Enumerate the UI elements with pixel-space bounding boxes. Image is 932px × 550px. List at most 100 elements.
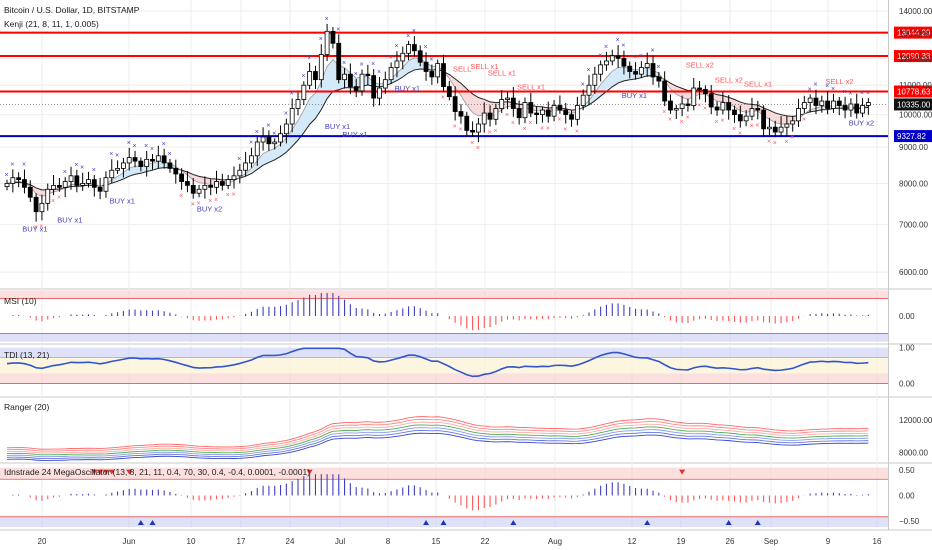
ranger-tick-label: 8000.00 — [899, 448, 928, 457]
megaoscillator-tick-label: 0.50 — [899, 466, 915, 475]
bearish-x-marker: × — [773, 140, 777, 147]
bullish-x-marker: × — [133, 143, 137, 150]
bullish-x-marker: × — [80, 165, 84, 172]
ranger-band-line — [6, 424, 869, 456]
ranger-band-line — [6, 430, 869, 460]
bullish-x-marker: × — [255, 129, 259, 136]
time-tick-label: 16 — [873, 537, 882, 546]
time-tick-label: 17 — [237, 537, 246, 546]
bear-candle — [487, 112, 493, 120]
bullish-x-marker: × — [831, 86, 835, 93]
bull-candle — [121, 162, 126, 169]
price-axis: 13044.29 12090.33 10778.63 9327.82 10335.00 6… — [894, 7, 932, 526]
msi-tick-label: 0.00 — [899, 312, 915, 321]
bullish-x-marker: × — [394, 43, 398, 50]
bullish-x-marker: × — [10, 161, 14, 168]
bear-candle — [167, 162, 173, 169]
bullish-x-marker: × — [633, 54, 637, 61]
bull-candle — [214, 181, 219, 188]
buy-signal-label: BUY x1 — [342, 130, 367, 139]
bull-candle — [604, 60, 609, 66]
bear-candle — [726, 102, 732, 111]
bullish-x-marker: × — [167, 151, 171, 158]
buy-signal-label: BUY x1 — [57, 215, 82, 224]
bear-candle — [27, 186, 33, 198]
bearish-x-marker: × — [493, 128, 497, 135]
bear-candle — [703, 89, 708, 95]
time-tick-label: 24 — [286, 537, 295, 546]
bull-candle — [574, 105, 580, 120]
bear-candle — [510, 97, 516, 109]
bull-candle — [540, 109, 545, 116]
bull-candle — [359, 73, 365, 92]
bear-candle — [97, 186, 103, 192]
bullish-x-marker: × — [651, 48, 655, 55]
bull-candle — [318, 54, 324, 81]
bull-candle — [522, 102, 528, 119]
buy-signal-label: BUY x2 — [197, 205, 222, 214]
bear-candle — [737, 114, 743, 122]
bullish-x-marker: × — [92, 167, 96, 174]
bull-candle — [586, 84, 592, 96]
buy-signal-label: BUY x1 — [22, 224, 47, 233]
bull-candle — [45, 188, 51, 204]
bull-candle — [68, 175, 74, 182]
ranger-band-line — [6, 416, 869, 450]
bear-candle — [16, 177, 22, 181]
bull-candle — [283, 123, 289, 135]
bear-candle — [441, 63, 446, 88]
ma-cloud-segment — [443, 71, 584, 117]
bull-candle — [831, 100, 836, 109]
bullish-x-marker: × — [74, 162, 78, 169]
bullish-x-marker: × — [266, 122, 270, 129]
bull-candle — [679, 103, 685, 109]
bullish-x-marker: × — [424, 44, 428, 51]
bull-candle — [289, 108, 295, 125]
bullish-x-marker: × — [813, 82, 817, 89]
bullish-x-marker: × — [237, 156, 241, 163]
mega-sell-triangle — [679, 469, 686, 475]
buy-signal-label: BUY x1 — [395, 84, 420, 93]
price-tick-label: 8000.00 — [899, 179, 928, 188]
bull-candle — [848, 103, 854, 111]
bull-candle — [860, 105, 865, 114]
bear-candle — [842, 105, 848, 111]
bull-candle — [406, 44, 411, 54]
bearish-x-marker: × — [697, 102, 701, 109]
bearish-x-marker: × — [441, 95, 445, 102]
bear-candle — [336, 42, 342, 81]
bull-candle — [144, 158, 150, 167]
bull-candle — [342, 73, 347, 81]
sell-signal-label: SELL — [453, 65, 471, 74]
indicator-panes — [0, 290, 888, 527]
bull-candle — [260, 136, 266, 143]
bull-candle — [767, 126, 772, 130]
sell-signal-label: SELL x2 — [686, 61, 714, 70]
bullish-x-marker: × — [598, 53, 602, 60]
bear-candle — [173, 167, 179, 175]
bear-candle — [91, 179, 97, 188]
bear-candle — [313, 71, 318, 81]
bear-candle — [836, 100, 842, 106]
megaoscillator-tick-label: −0.50 — [899, 517, 920, 526]
bullish-x-marker: × — [848, 90, 852, 97]
bear-candle — [545, 109, 551, 117]
mega-buy-triangle — [754, 519, 761, 525]
time-tick-label: Jun — [123, 537, 136, 546]
bear-candle — [365, 73, 371, 76]
price-tick-label: 14000.00 — [899, 7, 932, 16]
bearish-x-marker: × — [802, 116, 806, 123]
bull-candle — [598, 64, 604, 75]
bullish-x-marker: × — [301, 73, 305, 80]
mega-buy-triangle — [644, 519, 651, 525]
bull-candle — [644, 63, 650, 68]
bear-candle — [563, 109, 569, 116]
bearish-x-marker: × — [51, 198, 55, 205]
tdi-tick-label: 1.00 — [899, 344, 915, 353]
bear-candle — [266, 136, 272, 145]
megaoscillator-tick-label: 0.00 — [899, 491, 915, 500]
ma-cloud-segment — [583, 67, 665, 108]
bull-candle — [278, 133, 283, 143]
price-tick-label: 10000.00 — [899, 111, 932, 120]
